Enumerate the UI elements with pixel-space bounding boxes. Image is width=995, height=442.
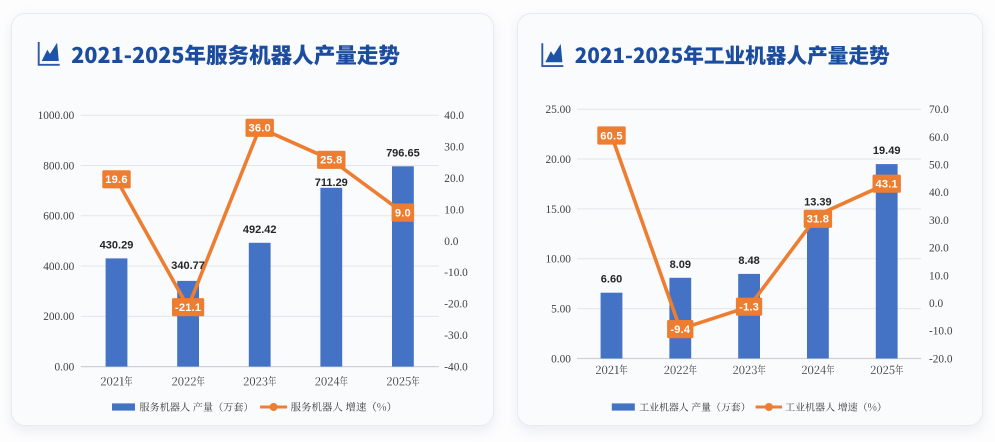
- svg-text:60.5: 60.5: [600, 130, 622, 142]
- svg-text:8.48: 8.48: [738, 255, 759, 267]
- svg-text:400.00: 400.00: [43, 261, 74, 273]
- svg-text:0.00: 0.00: [551, 353, 571, 365]
- svg-text:800.00: 800.00: [43, 160, 74, 172]
- svg-text:-10.0: -10.0: [929, 326, 953, 338]
- svg-text:19.49: 19.49: [873, 145, 901, 157]
- svg-text:-20.0: -20.0: [929, 353, 953, 365]
- svg-text:40.0: 40.0: [444, 110, 464, 122]
- svg-text:-1.3: -1.3: [739, 302, 759, 314]
- svg-text:19.6: 19.6: [105, 174, 127, 186]
- svg-text:30.0: 30.0: [929, 215, 949, 227]
- svg-text:10.0: 10.0: [444, 204, 464, 216]
- svg-text:-30.0: -30.0: [444, 330, 468, 342]
- svg-text:0.0: 0.0: [929, 298, 943, 310]
- svg-text:30.0: 30.0: [444, 142, 464, 154]
- svg-text:200.00: 200.00: [43, 311, 74, 323]
- svg-text:20.0: 20.0: [444, 173, 464, 185]
- svg-text:1000.00: 1000.00: [38, 110, 75, 122]
- svg-text:8.09: 8.09: [670, 259, 691, 271]
- svg-text:15.00: 15.00: [545, 204, 571, 216]
- svg-text:70.0: 70.0: [929, 104, 949, 116]
- svg-text:36.0: 36.0: [248, 123, 270, 135]
- svg-text:0.0: 0.0: [444, 236, 458, 248]
- svg-text:-40.0: -40.0: [444, 362, 468, 374]
- svg-text:25.00: 25.00: [545, 104, 571, 116]
- svg-text:20.00: 20.00: [545, 154, 571, 166]
- svg-text:10.00: 10.00: [545, 254, 571, 266]
- svg-text:600.00: 600.00: [43, 211, 74, 223]
- svg-text:9.0: 9.0: [395, 208, 411, 220]
- svg-text:711.29: 711.29: [315, 177, 348, 189]
- svg-text:-9.4: -9.4: [670, 324, 691, 336]
- svg-text:430.29: 430.29: [100, 239, 134, 251]
- svg-text:0.00: 0.00: [55, 362, 75, 374]
- svg-text:796.65: 796.65: [386, 147, 420, 159]
- svg-text:20.0: 20.0: [929, 243, 949, 255]
- svg-text:13.39: 13.39: [804, 197, 832, 209]
- svg-text:-20.0: -20.0: [444, 299, 468, 311]
- svg-text:50.0: 50.0: [929, 160, 949, 172]
- svg-text:492.42: 492.42: [243, 224, 277, 236]
- svg-text:25.8: 25.8: [320, 155, 342, 167]
- svg-text:43.1: 43.1: [875, 179, 897, 191]
- svg-text:6.60: 6.60: [601, 274, 622, 286]
- svg-text:40.0: 40.0: [929, 187, 949, 199]
- svg-text:5.00: 5.00: [551, 304, 571, 316]
- svg-text:10.0: 10.0: [929, 270, 949, 282]
- svg-text:340.77: 340.77: [171, 260, 205, 272]
- svg-text:31.8: 31.8: [807, 214, 829, 226]
- svg-text:-21.1: -21.1: [175, 302, 201, 314]
- svg-text:-10.0: -10.0: [444, 267, 468, 279]
- svg-text:60.0: 60.0: [929, 132, 949, 144]
